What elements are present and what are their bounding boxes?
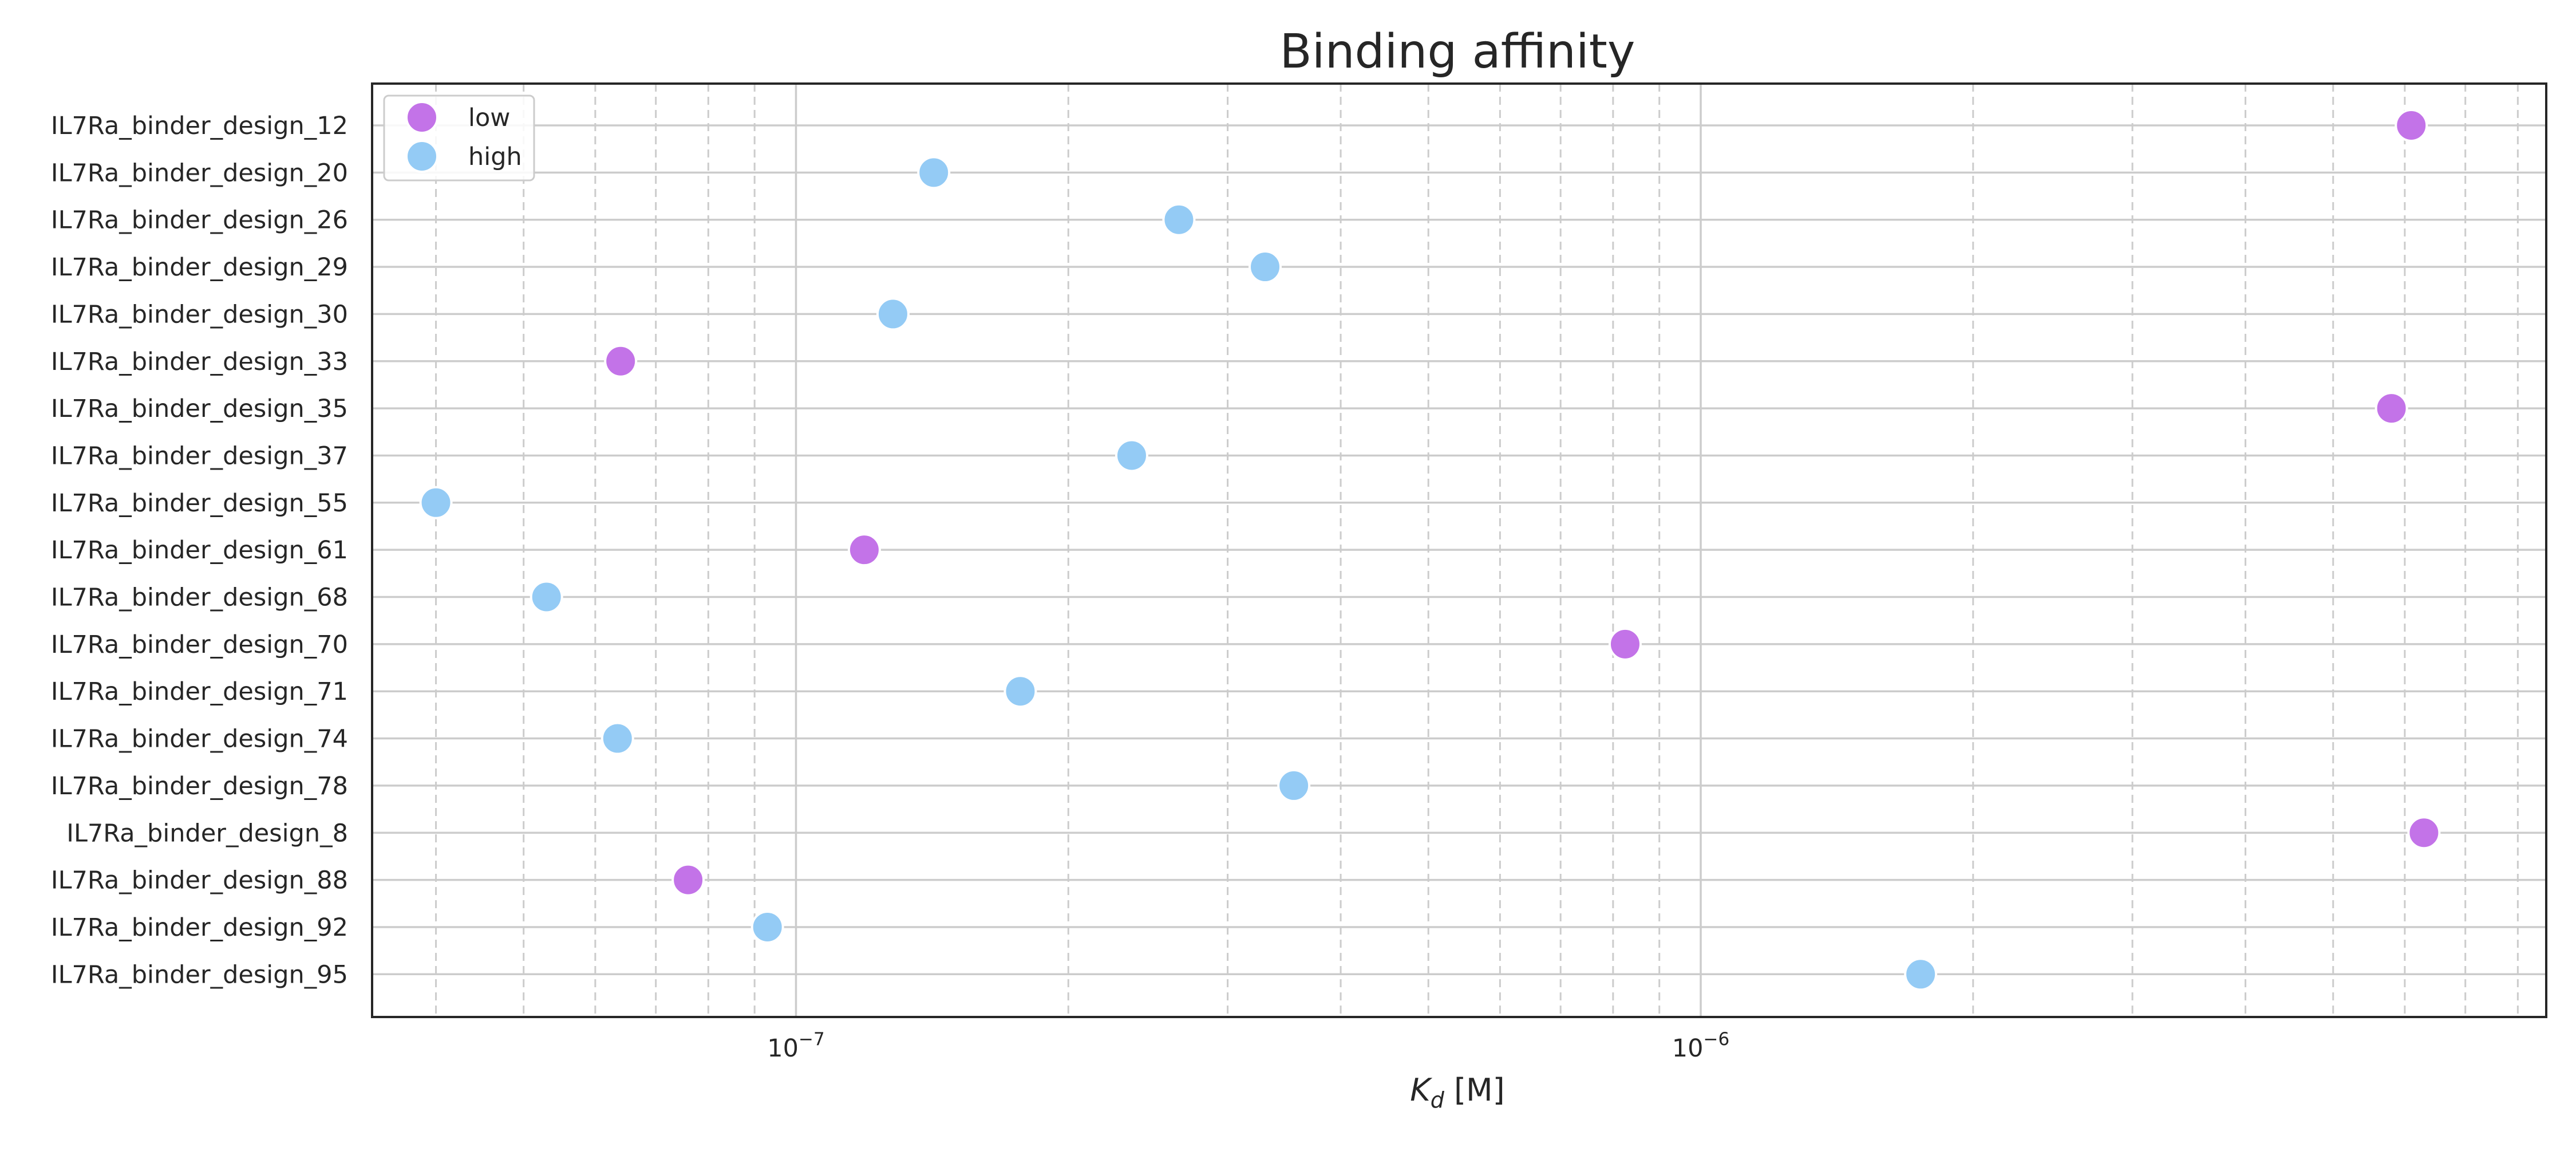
y-tick-label: IL7Ra_binder_design_88	[51, 866, 348, 895]
legend-marker-low	[405, 101, 438, 134]
y-tick-label: IL7Ra_binder_design_8	[66, 819, 348, 848]
data-point-high	[1162, 203, 1196, 236]
x-axis-label: Kd [M]	[1410, 1072, 1504, 1113]
data-point-high	[530, 580, 563, 614]
y-tick-label: IL7Ra_binder_design_12	[51, 112, 348, 140]
data-point-high	[1249, 250, 1282, 284]
data-points	[419, 109, 2441, 991]
data-point-high	[876, 297, 910, 331]
row-gridlines	[372, 124, 2546, 976]
y-tick-label: IL7Ra_binder_design_78	[51, 772, 348, 801]
data-point-low	[604, 344, 638, 378]
x-tick-labels: 10−7 10−6	[767, 1029, 1729, 1063]
y-tick-label: IL7Ra_binder_design_26	[51, 206, 348, 235]
y-tick-label: IL7Ra_binder_design_29	[51, 253, 348, 282]
data-point-low	[1608, 627, 1642, 661]
y-tick-label: IL7Ra_binder_design_92	[51, 913, 348, 942]
data-point-high	[419, 486, 453, 519]
y-tick-label: IL7Ra_binder_design_30	[51, 300, 348, 329]
y-tick-label: IL7Ra_binder_design_71	[51, 677, 348, 706]
data-point-high	[750, 910, 784, 944]
data-point-low	[2395, 109, 2428, 142]
data-point-high	[1277, 768, 1311, 802]
y-tick-label: IL7Ra_binder_design_74	[51, 725, 348, 754]
y-tick-label: IL7Ra_binder_design_35	[51, 395, 348, 423]
y-tick-label: IL7Ra_binder_design_68	[51, 584, 348, 612]
data-point-high	[1115, 439, 1148, 472]
y-tick-label: IL7Ra_binder_design_20	[51, 159, 348, 187]
chart-title: Binding affinity	[1280, 25, 1635, 79]
legend-marker-high	[405, 140, 438, 173]
legend: low high	[383, 94, 535, 182]
data-point-high	[1003, 675, 1037, 708]
x-tick-label: 10−7	[767, 1029, 824, 1063]
legend-label-high: high	[468, 143, 522, 171]
y-tick-labels: IL7Ra_binder_design_12 IL7Ra_binder_desig…	[51, 112, 348, 989]
data-point-low	[671, 863, 705, 897]
y-tick-label: IL7Ra_binder_design_33	[51, 348, 348, 376]
y-tick-label: IL7Ra_binder_design_37	[51, 442, 348, 470]
data-point-high	[917, 156, 951, 190]
data-point-high	[600, 722, 634, 755]
data-point-low	[2407, 816, 2441, 850]
data-point-low	[2374, 392, 2408, 425]
y-tick-label: IL7Ra_binder_design_61	[51, 536, 348, 565]
y-tick-label: IL7Ra_binder_design_55	[51, 489, 348, 518]
y-tick-label: IL7Ra_binder_design_95	[51, 960, 348, 989]
y-tick-label: IL7Ra_binder_design_70	[51, 630, 348, 659]
plot-frame	[371, 82, 2547, 1018]
x-tick-label: 10−6	[1672, 1029, 1729, 1063]
data-point-high	[1904, 957, 1938, 991]
data-point-low	[847, 533, 881, 567]
legend-label-low: low	[468, 104, 510, 132]
